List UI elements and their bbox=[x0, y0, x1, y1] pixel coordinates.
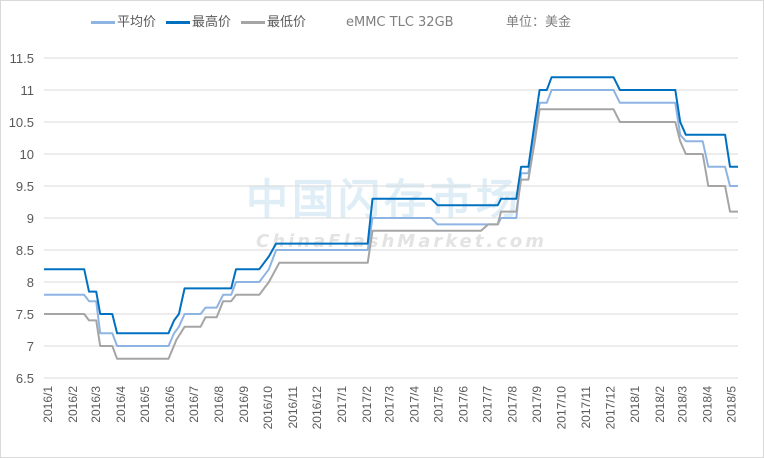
legend-label-max: 最高价 bbox=[192, 15, 232, 30]
y-tick-label: 9.5 bbox=[16, 179, 34, 194]
x-tick-label: 2017/6 bbox=[456, 386, 470, 423]
x-tick-label: 2017/3 bbox=[382, 386, 396, 423]
legend-swatch-max bbox=[166, 21, 191, 25]
x-tick-label: 2016/8 bbox=[212, 386, 226, 423]
x-tick-label: 2017/12 bbox=[603, 386, 617, 430]
legend-swatch-min bbox=[241, 21, 266, 25]
y-tick-label: 9 bbox=[27, 211, 34, 226]
x-tick-label: 2016/7 bbox=[187, 386, 201, 423]
x-tick-label: 2016/5 bbox=[138, 386, 152, 423]
x-tick-label: 2017/8 bbox=[505, 386, 519, 423]
x-tick-label: 2016/1 bbox=[41, 386, 55, 423]
y-tick-label: 11 bbox=[21, 83, 35, 98]
legend-label-min: 最低价 bbox=[267, 15, 307, 30]
legend-item-min: 最低价 bbox=[241, 15, 306, 31]
x-tick-label: 2018/2 bbox=[653, 386, 667, 423]
y-tick-label: 10.5 bbox=[9, 115, 34, 130]
x-tick-label: 2017/2 bbox=[360, 386, 374, 423]
x-tick-label: 2018/4 bbox=[700, 386, 714, 423]
x-tick-label: 2016/9 bbox=[237, 386, 251, 423]
x-tick-label: 2017/9 bbox=[530, 386, 544, 423]
x-tick-label: 2016/6 bbox=[163, 386, 177, 423]
x-tick-label: 2016/3 bbox=[89, 386, 103, 423]
x-tick-label: 2017/4 bbox=[407, 386, 421, 423]
chart-title: eMMC TLC 32GB bbox=[346, 15, 454, 30]
legend-swatch-avg bbox=[91, 21, 115, 25]
x-tick-label: 2016/12 bbox=[310, 386, 324, 430]
series-line-0 bbox=[44, 89, 738, 347]
x-tick-label: 2018/1 bbox=[628, 386, 642, 423]
y-tick-label: 8.5 bbox=[16, 243, 34, 258]
x-tick-label: 2017/11 bbox=[579, 386, 593, 429]
x-tick-label: 2016/11 bbox=[286, 386, 300, 429]
x-tick-label: 2017/7 bbox=[480, 386, 494, 423]
y-tick-label: 7 bbox=[27, 339, 34, 354]
x-tick-label: 2016/10 bbox=[261, 386, 275, 430]
legend-label-avg: 平均价 bbox=[117, 15, 157, 30]
x-tick-label: 2017/5 bbox=[431, 386, 445, 423]
x-tick-label: 2018/5 bbox=[725, 386, 739, 423]
y-tick-label: 6.5 bbox=[16, 371, 34, 386]
y-tick-label: 11.5 bbox=[10, 51, 34, 66]
x-tick-label: 2017/10 bbox=[554, 386, 568, 430]
y-tick-label: 8 bbox=[27, 275, 34, 290]
y-tick-label: 10 bbox=[20, 147, 34, 162]
y-tick-label: 7.5 bbox=[16, 307, 34, 322]
legend-item-max: 最高价 bbox=[166, 15, 231, 31]
series-line-1 bbox=[44, 76, 738, 335]
unit-label: 单位：美金 bbox=[506, 15, 572, 30]
legend: 平均价 最高价 最低价 bbox=[91, 15, 316, 31]
legend-item-avg: 平均价 bbox=[91, 15, 156, 31]
watermark-en: ChinaFlashMarket.com bbox=[256, 231, 548, 252]
x-tick-label: 2016/4 bbox=[114, 386, 128, 423]
x-tick-label: 2017/1 bbox=[335, 386, 349, 423]
series-line-2 bbox=[44, 108, 738, 360]
x-tick-label: 2018/3 bbox=[676, 386, 690, 423]
x-tick-label: 2016/2 bbox=[66, 386, 80, 423]
